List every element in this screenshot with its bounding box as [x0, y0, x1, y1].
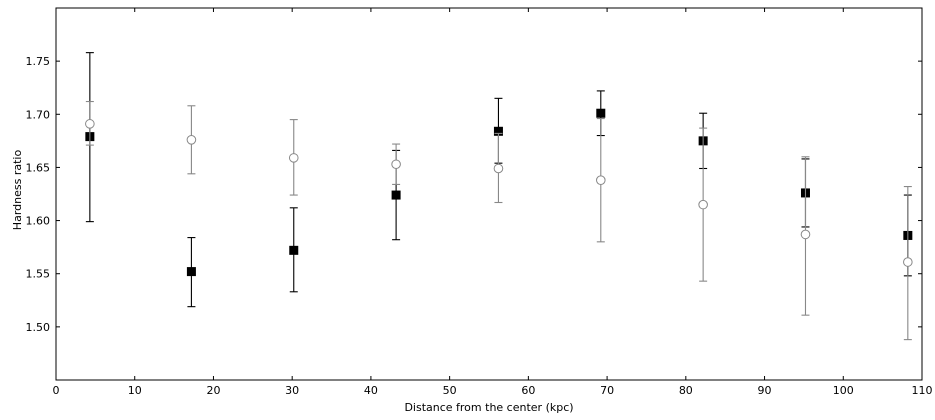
data-point-square	[186, 267, 196, 277]
x-tick-label: 80	[679, 384, 693, 397]
data-point-square	[289, 245, 299, 255]
data-point-circle	[85, 119, 95, 129]
x-tick-label: 60	[521, 384, 535, 397]
x-axis-label: Distance from the center (kpc)	[404, 401, 573, 414]
data-point-circle	[698, 199, 708, 210]
data-point-circle	[493, 163, 504, 174]
x-tick-label: 30	[285, 384, 299, 397]
axes: 0 10 20 30 40 50 60 70 80 90 100 110 1.50 1.55 1.60 1.6…	[26, 7, 933, 397]
data-point-circle	[903, 257, 913, 267]
x-tick-label: 110	[912, 384, 933, 397]
data-point-square	[596, 108, 606, 118]
y-axis-label: Hardness ratio	[11, 150, 24, 231]
data-point-circle	[186, 134, 197, 145]
y-tick-label: 1.60	[26, 215, 51, 228]
data-point-square	[493, 126, 503, 136]
plot-frame	[55, 7, 923, 381]
data-point-circle	[288, 153, 299, 163]
x-tick-label: 40	[364, 384, 378, 397]
y-tick-label: 1.65	[26, 161, 51, 174]
data-point-circle	[595, 175, 606, 185]
x-tick-label: 90	[758, 384, 772, 397]
x-tick-label: 70	[600, 384, 614, 397]
y-tick-label: 1.55	[26, 268, 51, 281]
series-layer	[85, 52, 913, 341]
x-tick-label: 100	[833, 384, 854, 397]
y-tick-label: 1.75	[26, 55, 51, 68]
data-point-circle	[800, 229, 811, 240]
series-open-circles	[85, 100, 913, 341]
x-tick-label: 20	[206, 384, 220, 397]
x-tick-label: 10	[128, 384, 142, 397]
data-point-circle	[391, 159, 401, 170]
y-tick-label: 1.50	[26, 321, 51, 334]
data-point-square	[391, 190, 401, 200]
y-tick-label: 1.70	[26, 108, 51, 121]
x-tick-label: 0	[53, 384, 60, 397]
x-tick-label: 50	[443, 384, 457, 397]
